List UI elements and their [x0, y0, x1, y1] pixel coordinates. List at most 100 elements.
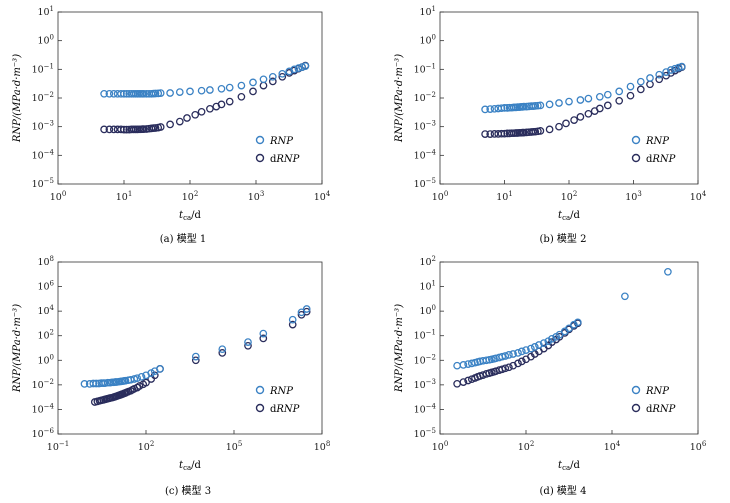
rnp-point [530, 343, 539, 351]
drnp-point [175, 117, 184, 126]
drnp-point [615, 96, 624, 105]
rnp-point [655, 70, 664, 79]
drnp-point [486, 130, 495, 138]
x-tick-label: 100 [50, 190, 67, 203]
drnp-point [562, 119, 570, 128]
rnp-point [301, 62, 310, 70]
rnp-point [573, 318, 582, 327]
rnp-point [140, 89, 148, 98]
drnp-point [237, 92, 246, 101]
rnp-point [531, 102, 540, 110]
rnp-point [298, 63, 306, 71]
rnp-point [109, 89, 118, 98]
drnp-point [576, 113, 585, 121]
rnp-point [464, 360, 472, 368]
y-axis-label: RNP/(MPa·d·m⁻³) [394, 304, 405, 393]
legend-marker [255, 135, 265, 145]
rnp-point [259, 75, 268, 84]
rnp-point [288, 315, 297, 324]
y-tick-label: 10−1 [32, 62, 54, 75]
y-tick-label: 10−2 [32, 91, 54, 104]
x-axis-label: tca/d [558, 210, 580, 222]
legend-label: RNP [645, 386, 669, 397]
x-tick-label: 100 [432, 190, 449, 203]
y-tick-label: 10−2 [32, 378, 54, 391]
drnp-point [142, 378, 150, 387]
rnp-point [453, 361, 461, 370]
rnp-point [501, 352, 510, 360]
x-tick-label: 10−1 [47, 440, 69, 453]
rnp-point [290, 65, 299, 74]
legend-label: RNP [269, 386, 293, 397]
rnp-point [482, 356, 491, 365]
rnp-point [520, 102, 528, 111]
legend-marker [631, 153, 641, 163]
rnp-point [536, 101, 545, 110]
drnp-point [278, 72, 287, 81]
rnp-point [565, 97, 573, 106]
drnp-point [464, 376, 472, 385]
y-tick-label: 104 [37, 304, 54, 317]
rnp-point [626, 82, 635, 91]
x-tick-label: 103 [248, 190, 265, 203]
chart-panel-4: 10−5 10−4 10−3 10−2 10−1 100 101 102 100 102 104 10… [394, 255, 707, 497]
rnp-point [89, 379, 98, 388]
y-tick-label: 10−4 [32, 148, 55, 161]
rnp-point [565, 324, 573, 333]
y-tick-label: 100 [419, 34, 436, 47]
y-tick-label: 10−4 [414, 402, 437, 415]
legend-label: dRNP [646, 404, 676, 415]
rnp-point [677, 62, 686, 71]
rnp-point [268, 72, 277, 81]
drnp-point [626, 91, 635, 100]
rnp-point [576, 96, 585, 104]
drnp-point [497, 129, 506, 138]
rnp-point [570, 320, 578, 329]
drnp-point [655, 75, 664, 84]
panel-caption: (d) 模型 4 [540, 484, 587, 497]
drnp-point [514, 359, 522, 368]
x-tick-label: 106 [690, 440, 707, 453]
legend-marker [631, 385, 641, 395]
x-tick-label: 102 [182, 190, 199, 203]
drnp-point [249, 87, 257, 96]
x-tick-label: 108 [314, 440, 331, 453]
drnp-point [481, 130, 489, 138]
rnp-point [302, 305, 311, 313]
x-tick-label: 100 [432, 440, 449, 453]
rnp-point [133, 374, 142, 383]
legend-label: dRNP [270, 404, 300, 415]
rnp-point [278, 69, 287, 78]
rnp-point [297, 308, 306, 317]
x-tick-label: 103 [625, 190, 642, 203]
panel-caption: (b) 模型 2 [540, 232, 587, 245]
rnp-point [667, 66, 675, 74]
rnp-point [539, 339, 548, 347]
rnp-point [92, 379, 101, 388]
x-tick-label: 102 [518, 440, 535, 453]
plot-frame [57, 261, 323, 435]
x-tick-label: 102 [561, 190, 578, 203]
rnp-point [603, 90, 612, 99]
drnp-point [259, 81, 268, 90]
rnp-point [517, 347, 526, 356]
chart-panel-3: 10−6 10−4 10−2 100 102 104 106 108 10−1 102 105 108… [12, 255, 330, 497]
rnp-point [545, 100, 554, 109]
y-tick-label: 108 [37, 255, 54, 268]
drnp-point [259, 334, 268, 343]
legend-marker [631, 135, 641, 145]
y-axis-label: RNP/(MPa·d·m⁻³) [12, 304, 23, 393]
rnp-point [505, 351, 513, 359]
drnp-point [500, 129, 509, 138]
rnp-point [105, 89, 114, 98]
x-axis-label: tca/d [179, 210, 201, 222]
y-tick-label: 101 [419, 5, 436, 18]
x-tick-label: 104 [314, 190, 331, 203]
drnp-point [197, 107, 206, 116]
y-tick-label: 100 [37, 353, 54, 366]
drnp-point [244, 341, 252, 350]
legend-label: RNP [645, 136, 669, 147]
y-tick-label: 106 [37, 280, 54, 293]
rnp-point [120, 89, 128, 98]
y-tick-label: 100 [37, 34, 54, 47]
